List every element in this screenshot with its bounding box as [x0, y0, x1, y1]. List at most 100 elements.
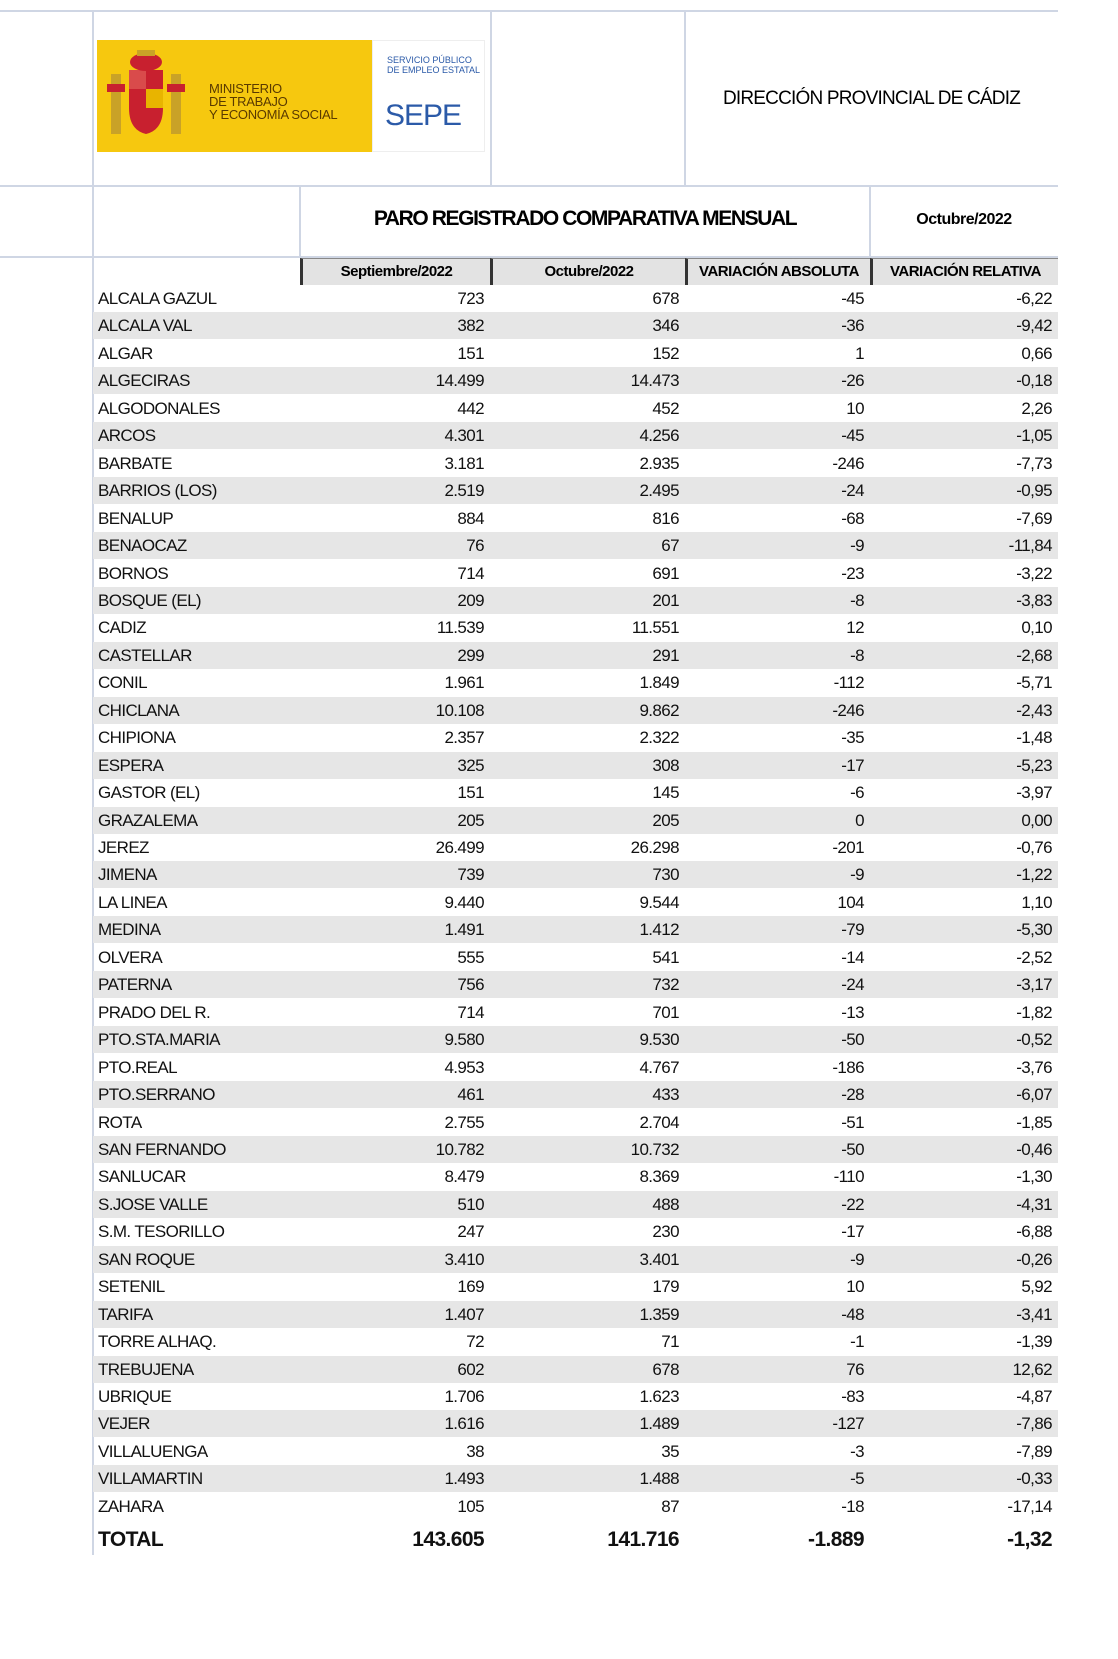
name-cell: BOSQUE (EL) — [98, 590, 202, 610]
row-shade — [93, 1081, 1058, 1109]
value-cell: 10 — [846, 398, 864, 418]
value-cell: 1,10 — [1021, 892, 1052, 912]
value-cell: -201 — [832, 838, 864, 857]
value-cell: 2.755 — [444, 1112, 484, 1132]
value-cell: 2.322 — [639, 728, 679, 748]
value-cell: 76 — [846, 1359, 864, 1379]
row-shade — [93, 1465, 1058, 1493]
row-shade — [93, 1026, 1058, 1054]
value-cell: 9.440 — [444, 892, 484, 912]
name-cell: BORNOS — [98, 563, 169, 583]
value-cell: 205 — [457, 810, 484, 830]
value-cell: 145 — [652, 783, 679, 803]
name-cell: PATERNA — [98, 975, 172, 995]
name-cell: ALCALA GAZUL — [98, 289, 217, 308]
value-cell: -3,41 — [1016, 1304, 1052, 1324]
value-cell: 14.473 — [630, 371, 680, 391]
value-cell: -110 — [833, 1167, 865, 1187]
row-shade — [93, 1300, 1058, 1328]
row-shade — [93, 751, 1058, 779]
value-cell: -1,32 — [1007, 1528, 1052, 1552]
row-shade — [93, 422, 1058, 450]
value-cell: 38 — [466, 1441, 484, 1461]
value-cell: -22 — [841, 1194, 864, 1214]
value-cell: 105 — [457, 1496, 484, 1516]
value-cell: -26 — [841, 371, 864, 391]
name-cell: S.JOSE VALLE — [98, 1194, 208, 1214]
row-shade — [93, 367, 1058, 395]
value-cell: 0,66 — [1021, 343, 1052, 363]
name-cell: PTO.REAL — [98, 1057, 178, 1077]
ministry-line: DE TRABAJO — [209, 94, 288, 109]
value-cell: -1,85 — [1016, 1112, 1052, 1132]
column-header: Octubre/2022 — [490, 258, 685, 285]
value-cell: 1.489 — [639, 1414, 679, 1434]
row-shade — [93, 916, 1058, 944]
value-cell: -9 — [850, 1249, 865, 1269]
value-cell: 1.359 — [639, 1304, 679, 1324]
value-cell: 602 — [457, 1359, 484, 1379]
value-cell: -24 — [841, 481, 864, 501]
value-cell: 11.539 — [436, 618, 485, 638]
name-cell: BENAOCAZ — [98, 536, 187, 556]
value-cell: 35 — [661, 1441, 679, 1461]
value-cell: 541 — [652, 947, 679, 967]
value-cell: 723 — [457, 289, 484, 308]
name-cell: GRAZALEMA — [98, 810, 198, 830]
value-cell: 433 — [652, 1085, 679, 1105]
value-cell: -6,22 — [1016, 289, 1052, 308]
value-cell: 1.493 — [444, 1469, 484, 1489]
value-cell: -112 — [833, 673, 865, 693]
logo-ministry: MINISTERIO DE TRABAJO Y ECONOMÍA SOCIAL — [97, 40, 372, 152]
logo-sepe: SERVICIO PÚBLICO DE EMPLEO ESTATAL SEPE — [372, 40, 485, 152]
value-cell: 732 — [652, 975, 679, 995]
row-shade — [93, 1410, 1058, 1438]
row-shade — [93, 1135, 1058, 1163]
name-cell: ZAHARA — [98, 1496, 164, 1516]
value-cell: -6,88 — [1016, 1222, 1052, 1242]
value-cell: 442 — [457, 398, 484, 418]
value-cell: -8 — [850, 645, 865, 665]
value-cell: 2.935 — [639, 453, 679, 473]
value-cell: 1.706 — [444, 1387, 484, 1406]
value-cell: 739 — [457, 865, 484, 885]
value-cell: 10 — [846, 1277, 864, 1297]
name-cell: BARRIOS (LOS) — [98, 481, 217, 501]
value-cell: 152 — [652, 343, 679, 363]
name-cell: CONIL — [98, 673, 148, 693]
rule — [92, 10, 94, 1555]
value-cell: 11.551 — [631, 618, 680, 638]
value-cell: 1 — [855, 343, 864, 363]
value-cell: -45 — [841, 426, 864, 446]
value-cell: 104 — [837, 892, 864, 912]
row-shade — [93, 696, 1058, 724]
value-cell: 9.862 — [639, 700, 679, 720]
column-header: VARIACIÓN ABSOLUTA — [685, 258, 870, 285]
value-cell: 346 — [652, 316, 679, 336]
value-cell: 87 — [661, 1496, 679, 1516]
value-cell: -9 — [850, 536, 865, 556]
value-cell: 308 — [652, 755, 679, 775]
value-cell: 3.401 — [639, 1249, 679, 1269]
value-cell: 76 — [466, 536, 484, 556]
value-cell: 205 — [652, 810, 679, 830]
value-cell: 1.491 — [444, 920, 484, 940]
value-cell: -3,22 — [1016, 563, 1052, 583]
value-cell: -0,18 — [1016, 371, 1052, 391]
row-shade — [93, 477, 1058, 505]
value-cell: 678 — [652, 289, 679, 308]
rule — [490, 10, 492, 185]
name-cell: SAN FERNANDO — [98, 1139, 226, 1159]
value-cell: 230 — [652, 1222, 679, 1242]
value-cell: 3.181 — [444, 453, 484, 473]
name-cell: ALGODONALES — [98, 398, 220, 418]
value-cell: 488 — [652, 1194, 679, 1214]
value-cell: -3,97 — [1016, 783, 1052, 803]
value-cell: 169 — [457, 1277, 484, 1297]
value-cell: -1,39 — [1016, 1332, 1052, 1352]
value-cell: 26.298 — [630, 838, 680, 857]
service-line: SERVICIO PÚBLICO — [387, 55, 472, 65]
value-cell: -1,48 — [1016, 728, 1052, 748]
value-cell: 510 — [457, 1194, 484, 1214]
value-cell: 201 — [652, 590, 679, 610]
